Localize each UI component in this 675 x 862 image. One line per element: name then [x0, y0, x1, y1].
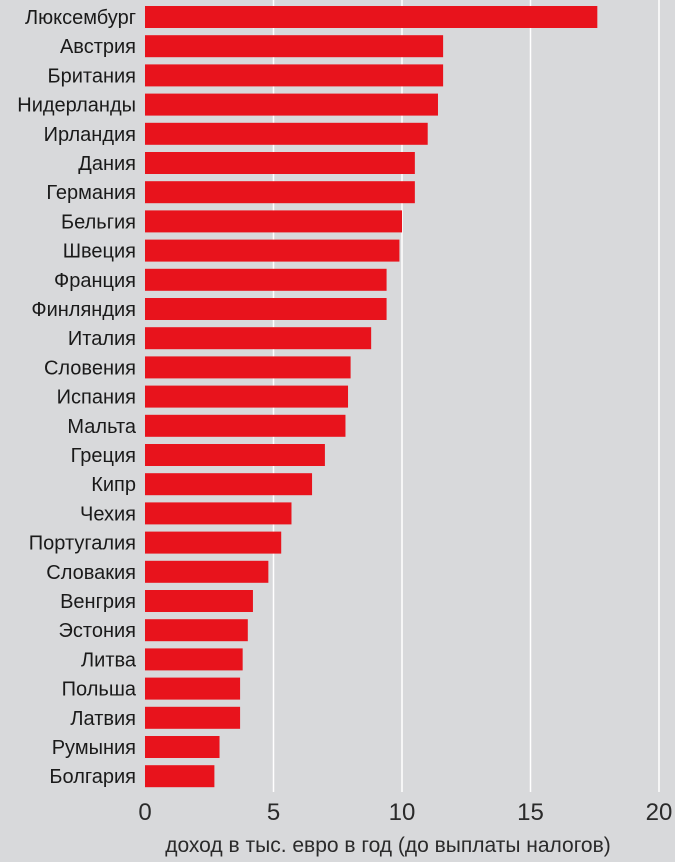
- x-axis-ticks: 0 5 10 15 20: [138, 799, 672, 826]
- bar: [145, 385, 349, 408]
- category-label: Эстония: [59, 620, 136, 642]
- bar: [145, 356, 351, 379]
- x-axis-title: доход в тыс. евро в год (до выплаты нало…: [165, 834, 611, 857]
- bar: [145, 298, 387, 320]
- category-label: Нидерланды: [17, 95, 136, 117]
- bar: [145, 531, 282, 554]
- category-label: Словения: [44, 357, 136, 379]
- category-label: Британия: [47, 65, 136, 87]
- bar: [145, 590, 253, 612]
- bar: [145, 64, 444, 87]
- x-tick-label: 10: [389, 799, 416, 826]
- bar: [145, 444, 325, 466]
- category-label: Польша: [62, 679, 137, 701]
- bar: [145, 122, 428, 145]
- category-label: Словакия: [46, 562, 136, 584]
- x-tick-label: 0: [138, 799, 151, 826]
- category-label: Дания: [78, 153, 136, 175]
- bar: [145, 35, 444, 58]
- category-label: Австрия: [60, 36, 136, 58]
- bar: [145, 619, 248, 642]
- category-label: Бельгия: [61, 211, 136, 233]
- category-label: Италия: [68, 328, 136, 350]
- bar: [145, 473, 313, 496]
- category-label: Германия: [46, 182, 136, 204]
- bar: [145, 210, 402, 233]
- bar: [145, 736, 220, 758]
- category-label: Румыния: [52, 737, 136, 759]
- category-label: Греция: [71, 445, 136, 467]
- bar: [145, 765, 215, 788]
- x-tick-label: 5: [267, 799, 280, 826]
- category-label: Финляндия: [31, 299, 136, 321]
- category-labels: Люксембург Австрия Британия Нидерланды Ирлан…: [17, 7, 137, 788]
- category-label: Швеция: [63, 241, 136, 263]
- x-tick-label: 20: [646, 799, 673, 826]
- bar: [145, 327, 372, 350]
- category-label: Португалия: [29, 533, 136, 555]
- category-label: Ирландия: [44, 124, 136, 146]
- category-label: Испания: [57, 387, 136, 409]
- category-label: Латвия: [70, 708, 136, 730]
- bar: [145, 648, 243, 671]
- category-label: Франция: [54, 270, 136, 292]
- category-label: Люксембург: [25, 7, 136, 29]
- bars: [145, 6, 598, 788]
- bar: [145, 560, 269, 583]
- category-label: Литва: [81, 649, 137, 671]
- category-label: Венгрия: [60, 591, 136, 613]
- bar: [145, 706, 241, 729]
- bar: [145, 677, 241, 700]
- bar: [145, 93, 438, 116]
- bar: [145, 268, 387, 291]
- bar: [145, 414, 346, 437]
- category-label: Кипр: [91, 474, 136, 496]
- bar: [145, 152, 415, 174]
- category-label: Чехия: [80, 503, 136, 525]
- category-label: Болгария: [49, 766, 136, 788]
- bar: [145, 239, 400, 262]
- category-label: Мальта: [67, 416, 136, 438]
- bar: [145, 502, 292, 525]
- x-tick-label: 15: [517, 799, 544, 826]
- bar: [145, 181, 415, 204]
- bar: [145, 6, 598, 28]
